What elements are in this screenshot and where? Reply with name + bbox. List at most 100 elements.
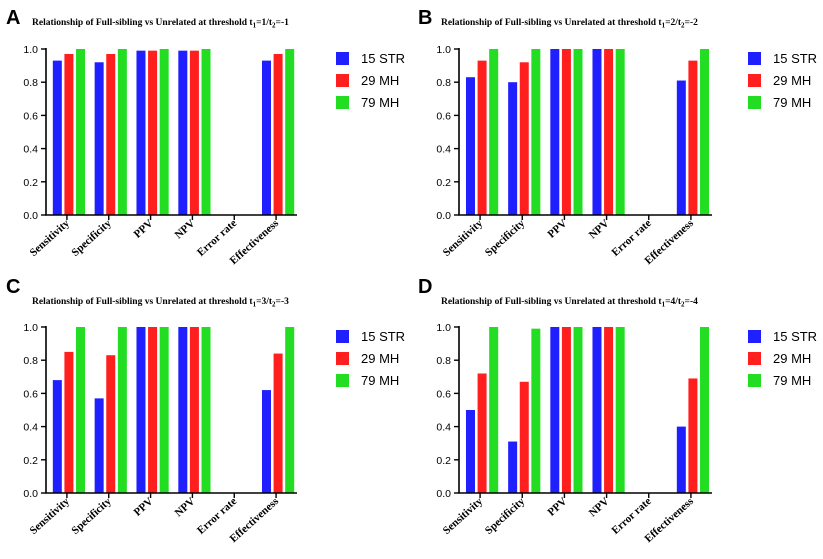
- bar-79-mh: [489, 49, 499, 215]
- legend-swatch: [748, 374, 761, 387]
- y-tick-label: 0.0: [23, 210, 38, 222]
- bar-29-mh: [273, 53, 283, 216]
- y-tick-label: 0.2: [436, 455, 451, 467]
- y-tick-label: 0.6: [436, 110, 451, 122]
- axes: [458, 48, 712, 216]
- panel-letter: D: [418, 276, 432, 298]
- y-tick-label: 0.8: [436, 77, 451, 89]
- bar-79-mh: [285, 327, 295, 493]
- bar-29-mh: [561, 327, 571, 493]
- x-category-label: Sensitivity: [28, 217, 73, 259]
- bar-15-str: [465, 77, 475, 215]
- y-tick-label: 0.0: [23, 488, 38, 500]
- x-category-label: NPV: [173, 495, 198, 519]
- panel-letter: A: [6, 7, 20, 29]
- chart-panel-B: B Relationship of Full-sibling vs Unrelat…: [418, 7, 817, 267]
- bar-79-mh: [76, 49, 86, 215]
- bar-29-mh: [189, 327, 199, 493]
- legend-label: 15 STR: [361, 51, 405, 66]
- x-category-label: Specificity: [483, 217, 528, 259]
- y-tick-label: 0.8: [23, 77, 38, 89]
- y-tick-label: 0.4: [436, 144, 451, 156]
- bar-79-mh: [285, 49, 295, 215]
- x-category-label: NPV: [173, 217, 198, 241]
- y-tick-label: 1.0: [23, 44, 38, 56]
- x-category-label: NPV: [587, 495, 612, 519]
- bar-79-mh: [615, 49, 625, 215]
- bar-29-mh: [477, 60, 487, 216]
- x-category-label: Sensitivity: [441, 217, 486, 259]
- legend-label: 29 MH: [361, 351, 399, 366]
- bar-29-mh: [189, 50, 199, 215]
- chart-title: Relationship of Full-sibling vs Unrelate…: [32, 18, 289, 30]
- bar-29-mh: [148, 327, 158, 493]
- x-category-label: Specificity: [483, 495, 528, 537]
- y-tick-label: 0.8: [23, 355, 38, 367]
- bar-29-mh: [688, 60, 698, 216]
- legend-swatch: [336, 74, 349, 87]
- bar-79-mh: [573, 49, 583, 215]
- bar-15-str: [94, 62, 104, 215]
- legend-label: 79 MH: [361, 95, 399, 110]
- bar-79-mh: [700, 49, 710, 215]
- axes: [458, 326, 712, 494]
- bar-79-mh: [117, 49, 127, 215]
- legend-label: 29 MH: [773, 351, 811, 366]
- axes: [45, 48, 297, 216]
- chart-title: Relationship of Full-sibling vs Unrelate…: [441, 18, 698, 30]
- bar-29-mh: [148, 50, 158, 215]
- bar-79-mh: [201, 327, 211, 493]
- legend-label: 15 STR: [361, 329, 405, 344]
- bar-29-mh: [688, 378, 698, 493]
- bar-15-str: [592, 327, 602, 493]
- bar-15-str: [550, 49, 560, 215]
- bar-15-str: [592, 49, 602, 215]
- x-category-label: NPV: [587, 217, 612, 241]
- bar-15-str: [178, 327, 188, 493]
- bar-15-str: [550, 327, 560, 493]
- x-category-label: Sensitivity: [28, 495, 73, 537]
- bar-79-mh: [573, 327, 583, 493]
- legend-swatch: [748, 52, 761, 65]
- bar-15-str: [178, 50, 188, 215]
- bar-29-mh: [604, 327, 614, 493]
- bar-15-str: [136, 50, 146, 215]
- legend-swatch: [748, 330, 761, 343]
- x-category-label: Sensitivity: [441, 495, 486, 537]
- legend-swatch: [336, 374, 349, 387]
- y-tick-label: 1.0: [436, 322, 451, 334]
- panel-letter: C: [6, 276, 20, 298]
- bar-79-mh: [76, 327, 86, 493]
- axes: [45, 326, 297, 494]
- bar-15-str: [52, 380, 62, 493]
- bar-15-str: [136, 327, 146, 493]
- bar-79-mh: [489, 327, 499, 493]
- bar-79-mh: [117, 327, 127, 493]
- y-tick-label: 0.6: [436, 388, 451, 400]
- bar-15-str: [261, 60, 271, 216]
- bar-79-mh: [159, 49, 169, 215]
- chart-panel-C: C Relationship of Full-sibling vs Unrelat…: [6, 276, 405, 545]
- legend-swatch: [748, 74, 761, 87]
- legend-swatch: [336, 96, 349, 109]
- bar-79-mh: [201, 49, 211, 215]
- x-category-label: PPV: [545, 495, 569, 518]
- bar-29-mh: [64, 53, 74, 216]
- legend-swatch: [336, 330, 349, 343]
- chart-title: Relationship of Full-sibling vs Unrelate…: [441, 297, 698, 309]
- bar-15-str: [52, 60, 62, 216]
- y-tick-label: 0.6: [23, 388, 38, 400]
- panel-letter: B: [418, 7, 432, 29]
- x-category-label: PPV: [132, 495, 156, 518]
- chart-title: Relationship of Full-sibling vs Unrelate…: [32, 297, 289, 309]
- bar-15-str: [94, 398, 104, 493]
- bar-79-mh: [531, 49, 541, 215]
- legend-swatch: [748, 352, 761, 365]
- bar-29-mh: [64, 351, 74, 493]
- y-tick-label: 0.6: [23, 110, 38, 122]
- bar-15-str: [508, 441, 518, 493]
- y-tick-label: 0.4: [436, 422, 451, 434]
- bar-15-str: [465, 410, 475, 493]
- bar-29-mh: [477, 373, 487, 493]
